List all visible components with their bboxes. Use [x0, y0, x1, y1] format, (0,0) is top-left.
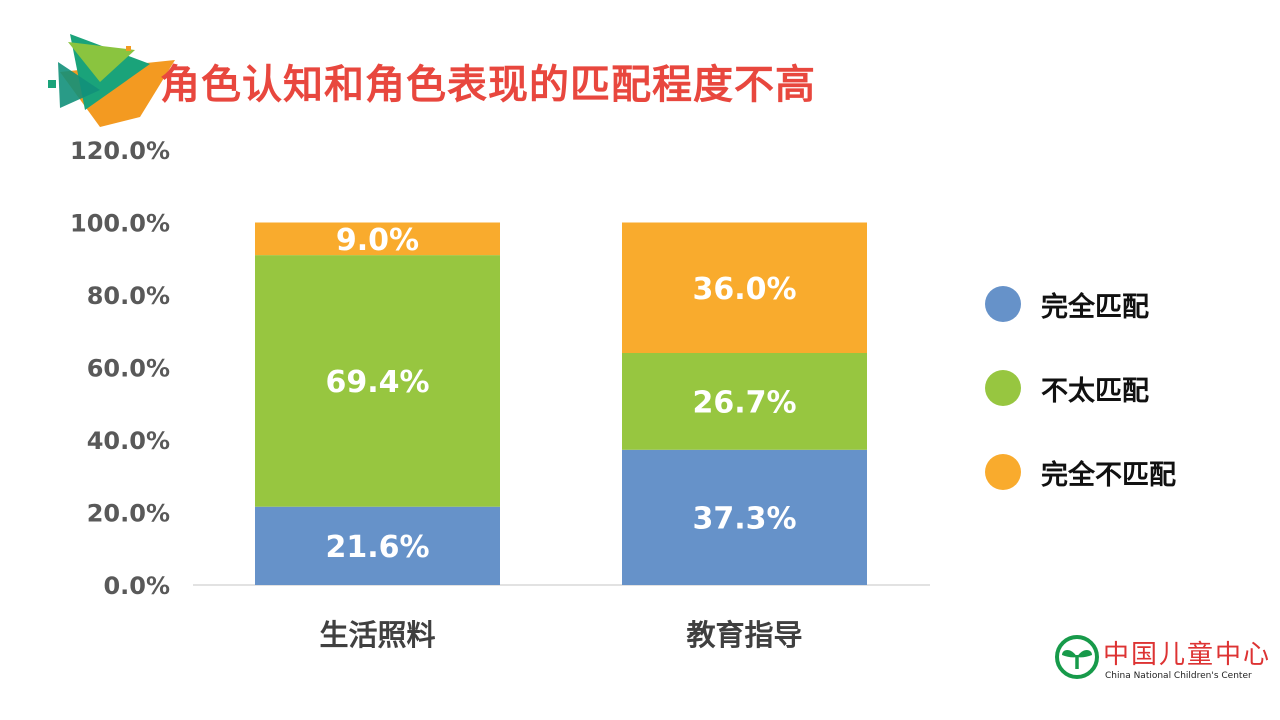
ornament-teal-tail-shape [58, 62, 100, 108]
legend-label: 完全不匹配 [1041, 459, 1176, 491]
bar-segment [622, 353, 867, 450]
x-tick-label: 教育指导 [686, 618, 802, 652]
legend-label: 完全匹配 [1041, 291, 1149, 323]
y-tick-label: 40.0% [87, 427, 170, 455]
y-tick-label: 100.0% [70, 210, 170, 238]
ornament-green-shape [68, 42, 135, 82]
slide-title: 角色认知和角色表现的匹配程度不高 [160, 62, 816, 108]
legend-swatch [985, 370, 1021, 406]
y-tick-label: 80.0% [87, 282, 170, 310]
x-tick-label: 生活照料 [319, 618, 435, 652]
legend: 完全匹配不太匹配完全不匹配 [985, 283, 1176, 535]
data-label: 36.0% [692, 272, 796, 307]
bar-segment [622, 449, 867, 585]
logo-name-cn: 中国儿童中心 [1103, 640, 1272, 670]
bar-segment [622, 222, 867, 353]
y-tick-label: 60.0% [87, 355, 170, 383]
data-label: 37.3% [692, 501, 796, 536]
bar-segment [255, 255, 500, 507]
y-axis: 0.0% 20.0% 40.0% 60.0% 80.0% 100.0% 120.0% [70, 137, 170, 600]
data-label: 69.4% [325, 365, 429, 400]
title-ornament-icon [48, 34, 175, 127]
y-tick-label: 0.0% [103, 572, 170, 600]
legend-item: 不太匹配 [985, 367, 1176, 409]
bar-segment [255, 222, 500, 256]
logo-name-en: China National Children's Center [1105, 671, 1252, 681]
legend-swatch [985, 454, 1021, 490]
data-label: 9.0% [336, 223, 419, 258]
legend-label: 不太匹配 [1041, 375, 1149, 407]
legend-item: 完全匹配 [985, 283, 1176, 325]
y-tick-label: 20.0% [87, 500, 170, 528]
bar-segment [255, 506, 500, 585]
bars-group: 21.6% 69.4% 9.0% 37.3% 26.7% 36.0% [255, 222, 867, 585]
legend-item: 完全不匹配 [985, 451, 1176, 493]
data-label: 26.7% [692, 385, 796, 420]
ornament-square-small [126, 46, 131, 51]
legend-swatch [985, 286, 1021, 322]
ornament-square [48, 80, 56, 88]
data-label: 21.6% [325, 530, 429, 565]
x-axis: 生活照料 教育指导 [319, 618, 802, 652]
sprout-circle-icon [1055, 635, 1099, 679]
y-tick-label: 120.0% [70, 137, 170, 165]
